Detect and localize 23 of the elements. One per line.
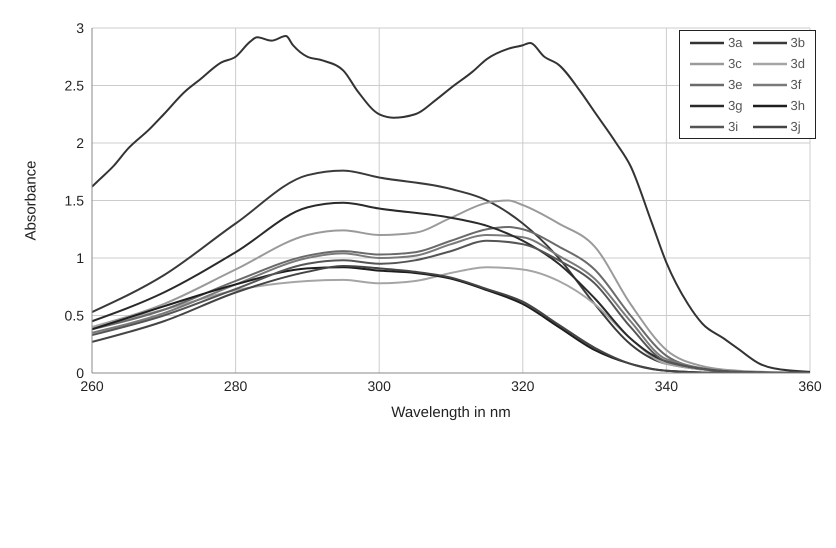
x-tick-label: 300 <box>368 378 392 394</box>
legend-label: 3h <box>790 98 805 113</box>
y-tick-label: 1.5 <box>64 192 84 208</box>
y-axis-title: Absorbance <box>22 160 40 241</box>
legend-label: 3j <box>790 119 801 134</box>
y-tick-label: 0.5 <box>64 307 84 324</box>
legend-label: 3i <box>728 119 738 134</box>
x-tick-label: 280 <box>224 378 248 394</box>
x-axis-title: Wavelength in nm <box>391 404 511 421</box>
y-tick-label: 3 <box>76 20 84 36</box>
legend-label: 3a <box>728 35 743 50</box>
x-tick-label: 360 <box>798 378 822 394</box>
legend-label: 3d <box>790 56 805 71</box>
x-tick-label: 320 <box>511 378 535 394</box>
legend-label: 3e <box>728 77 743 92</box>
legend-label: 3b <box>790 35 805 50</box>
legend-label: 3c <box>728 56 742 71</box>
y-tick-label: 2.5 <box>64 77 84 94</box>
x-tick-label: 340 <box>654 378 678 394</box>
y-tick-label: 1 <box>76 250 84 266</box>
legend-label: 3f <box>790 77 802 92</box>
y-tick-label: 2 <box>76 134 84 151</box>
legend-label: 3g <box>728 98 743 113</box>
